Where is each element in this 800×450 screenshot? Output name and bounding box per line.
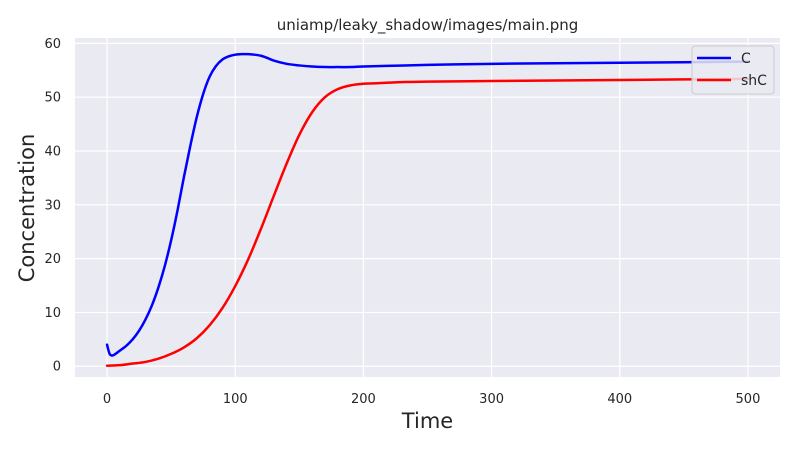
x-axis-title: Time [401,409,453,433]
x-tick-label: 300 [479,392,504,407]
x-tick-label: 500 [736,392,761,407]
series-line-shc [105,77,750,367]
tick-labels: 0 100 200 300 400 500 0 10 20 30 40 50 60 [44,37,760,407]
legend-label-c: C [741,51,751,67]
y-tick-label: 40 [44,145,61,160]
x-tick-label: 0 [103,392,111,407]
y-tick-label: 60 [44,37,61,52]
legend: C shC [691,45,775,95]
series-line-c [105,52,750,357]
x-tick-label: 200 [351,392,376,407]
y-axis-title: Concentration [15,134,39,283]
y-tick-label: 30 [44,198,61,213]
y-tick-label: 0 [53,360,61,375]
series-layer [105,52,750,367]
legend-label-shc: shC [741,73,767,89]
plot-area [75,38,780,377]
chart-title: uniamp/leaky_shadow/images/main.png [277,16,579,35]
x-tick-label: 400 [607,392,632,407]
y-tick-label: 20 [44,252,61,267]
x-tick-label: 100 [223,392,248,407]
y-tick-label: 50 [44,91,61,106]
y-tick-label: 10 [44,306,61,321]
